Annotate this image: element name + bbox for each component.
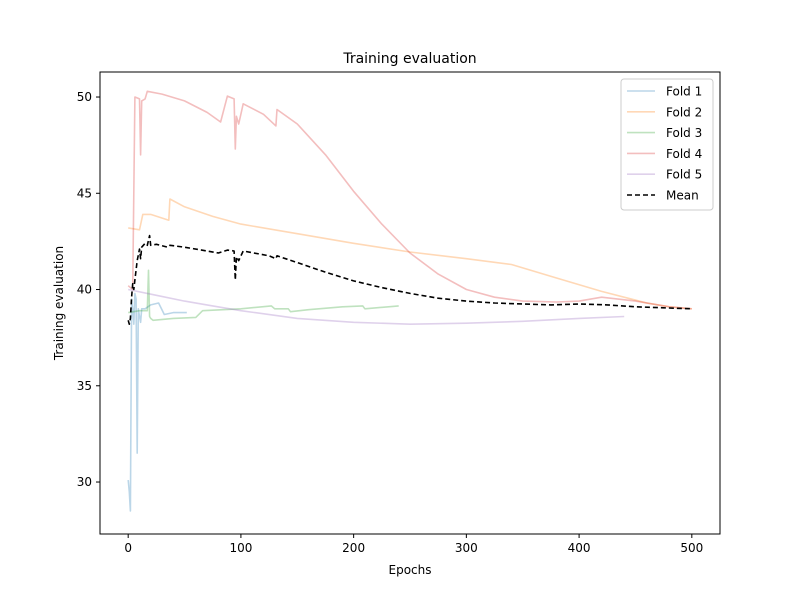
legend-label: Fold 4: [666, 147, 702, 161]
series-line-mean: [127, 234, 692, 325]
y-tick-label: 45: [77, 186, 92, 200]
legend: Fold 1 Fold 2 Fold 3 Fold 4 Fold 5 Mean: [620, 78, 714, 211]
series-line-fold-2: [128, 198, 692, 310]
legend-box: [620, 78, 714, 211]
x-ticks: 0 100 200 300 400 500: [124, 534, 703, 555]
series-line-fold-4: [127, 90, 692, 310]
x-axis-label: Epochs: [389, 563, 432, 577]
y-ticks: 30 35 40 45 50: [77, 90, 100, 489]
legend-label: Fold 2: [666, 105, 702, 119]
x-tick-label: 200: [342, 541, 365, 555]
series-line-fold-3: [128, 269, 399, 322]
chart-title: Training evaluation: [342, 51, 476, 67]
legend-label: Mean: [666, 189, 699, 203]
y-tick-label: 30: [77, 475, 92, 489]
legend-entries: Fold 1 Fold 2 Fold 3 Fold 4 Fold 5 Mean: [627, 85, 702, 203]
x-tick-label: 400: [568, 541, 591, 555]
series-layer: [127, 90, 692, 512]
x-tick-label: 0: [124, 541, 132, 555]
series-line-fold-1: [127, 292, 187, 512]
y-tick-label: 50: [77, 90, 92, 104]
y-tick-label: 35: [77, 379, 92, 393]
axes-frame: [99, 71, 721, 535]
x-tick-label: 300: [455, 541, 478, 555]
x-tick-label: 100: [229, 541, 252, 555]
series-line-fold-5: [128, 288, 625, 325]
legend-label: Fold 3: [666, 126, 702, 140]
y-tick-label: 40: [77, 283, 92, 297]
x-tick-label: 500: [680, 541, 703, 555]
legend-label: Fold 1: [666, 85, 702, 99]
legend-label: Fold 5: [666, 168, 702, 182]
y-axis-label: Training evaluation: [52, 246, 66, 361]
